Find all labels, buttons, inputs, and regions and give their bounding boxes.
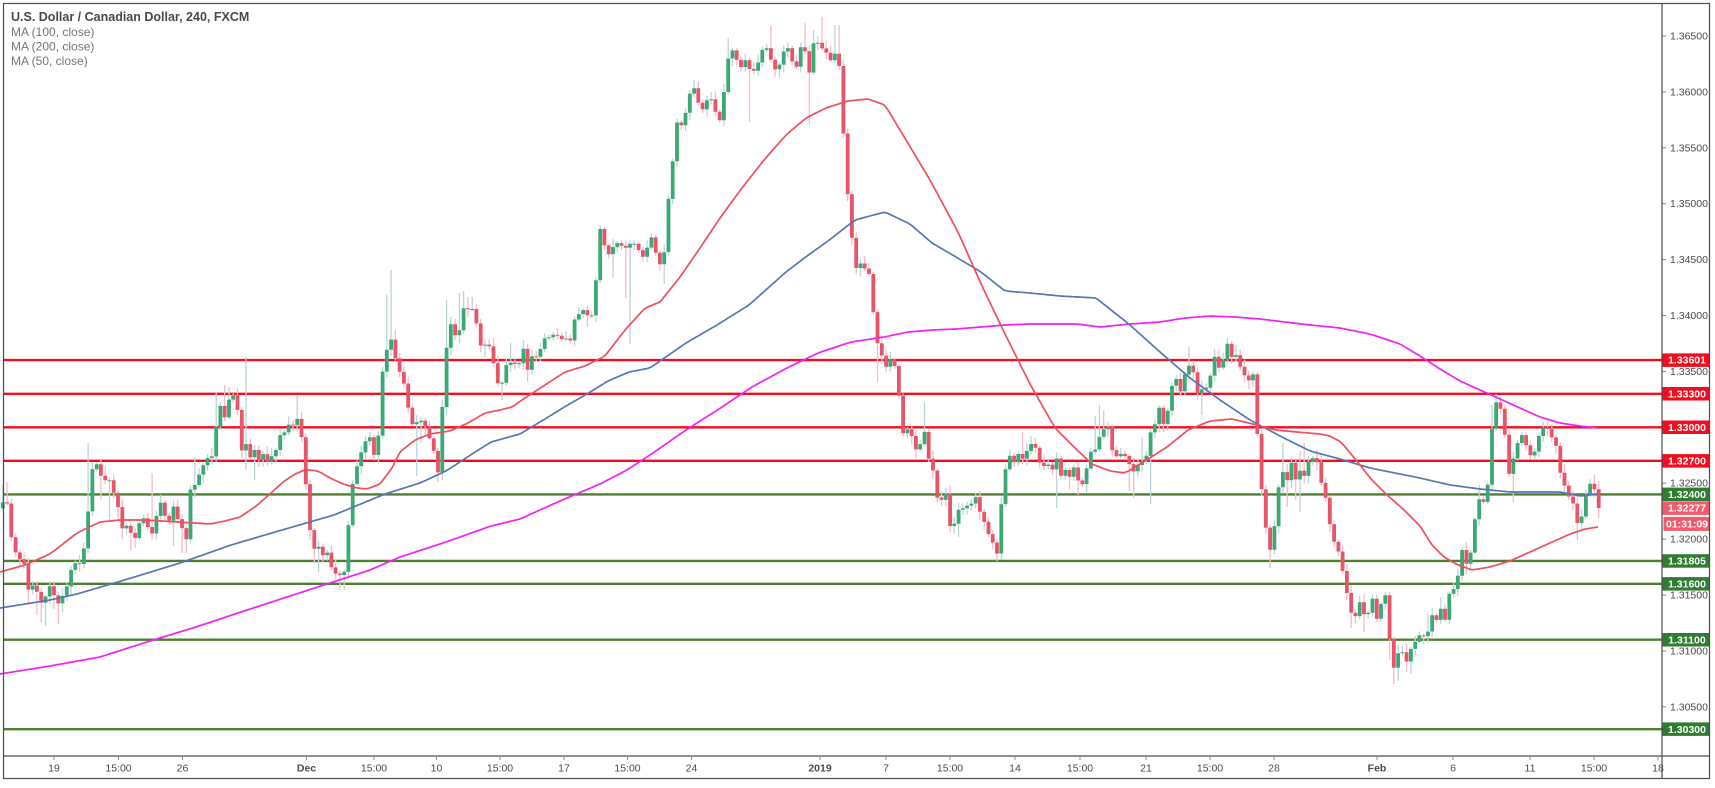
svg-text:MA (50, close): MA (50, close) — [11, 54, 88, 68]
svg-text:6: 6 — [1450, 763, 1456, 775]
svg-text:1.33300: 1.33300 — [1668, 388, 1706, 400]
svg-text:28: 28 — [1268, 763, 1280, 775]
svg-text:1.31100: 1.31100 — [1668, 634, 1706, 646]
svg-text:1.31805: 1.31805 — [1668, 556, 1706, 568]
svg-text:15:00: 15:00 — [1067, 763, 1093, 775]
svg-text:1.30300: 1.30300 — [1668, 724, 1706, 736]
svg-text:15:00: 15:00 — [1581, 763, 1607, 775]
svg-text:1.33500: 1.33500 — [1670, 366, 1708, 378]
svg-text:1.32700: 1.32700 — [1668, 455, 1706, 467]
svg-text:2019: 2019 — [808, 763, 832, 775]
svg-text:1.30500: 1.30500 — [1670, 701, 1708, 713]
svg-text:15:00: 15:00 — [937, 763, 963, 775]
svg-text:MA (100, close): MA (100, close) — [11, 25, 94, 39]
svg-text:11: 11 — [1525, 763, 1536, 775]
svg-text:21: 21 — [1140, 763, 1152, 775]
svg-text:1.33601: 1.33601 — [1668, 355, 1706, 367]
svg-text:7: 7 — [883, 763, 889, 775]
svg-text:01:31:09: 01:31:09 — [1666, 518, 1708, 530]
svg-text:19: 19 — [48, 763, 60, 775]
svg-text:15:00: 15:00 — [487, 763, 513, 775]
svg-text:MA (200, close): MA (200, close) — [11, 40, 94, 54]
svg-text:1.36000: 1.36000 — [1670, 86, 1708, 98]
svg-text:15:00: 15:00 — [614, 763, 640, 775]
svg-text:26: 26 — [177, 763, 189, 775]
svg-text:1.31000: 1.31000 — [1670, 645, 1708, 657]
svg-text:15:00: 15:00 — [361, 763, 387, 775]
svg-text:1.31600: 1.31600 — [1668, 578, 1706, 590]
svg-text:24: 24 — [686, 763, 698, 775]
svg-text:18: 18 — [1652, 763, 1664, 775]
svg-text:Feb: Feb — [1368, 763, 1387, 775]
svg-text:1.33000: 1.33000 — [1668, 422, 1706, 434]
svg-text:1.35000: 1.35000 — [1670, 198, 1708, 210]
svg-text:15:00: 15:00 — [105, 763, 131, 775]
svg-text:1.32277: 1.32277 — [1668, 503, 1706, 515]
svg-text:1.32400: 1.32400 — [1668, 489, 1706, 501]
svg-text:10: 10 — [431, 763, 443, 775]
svg-text:15:00: 15:00 — [1197, 763, 1223, 775]
svg-text:1.35500: 1.35500 — [1670, 142, 1708, 154]
svg-text:1.31500: 1.31500 — [1670, 590, 1708, 602]
svg-text:1.32000: 1.32000 — [1670, 534, 1708, 546]
svg-text:17: 17 — [558, 763, 570, 775]
svg-text:Dec: Dec — [297, 763, 316, 775]
svg-text:1.34500: 1.34500 — [1670, 254, 1708, 266]
svg-text:1.32500: 1.32500 — [1670, 478, 1708, 490]
svg-text:1.34000: 1.34000 — [1670, 310, 1708, 322]
svg-text:14: 14 — [1009, 763, 1021, 775]
svg-text:1.36500: 1.36500 — [1670, 31, 1708, 43]
svg-text:U.S. Dollar / Canadian Dollar,: U.S. Dollar / Canadian Dollar, 240, FXCM — [11, 10, 249, 24]
